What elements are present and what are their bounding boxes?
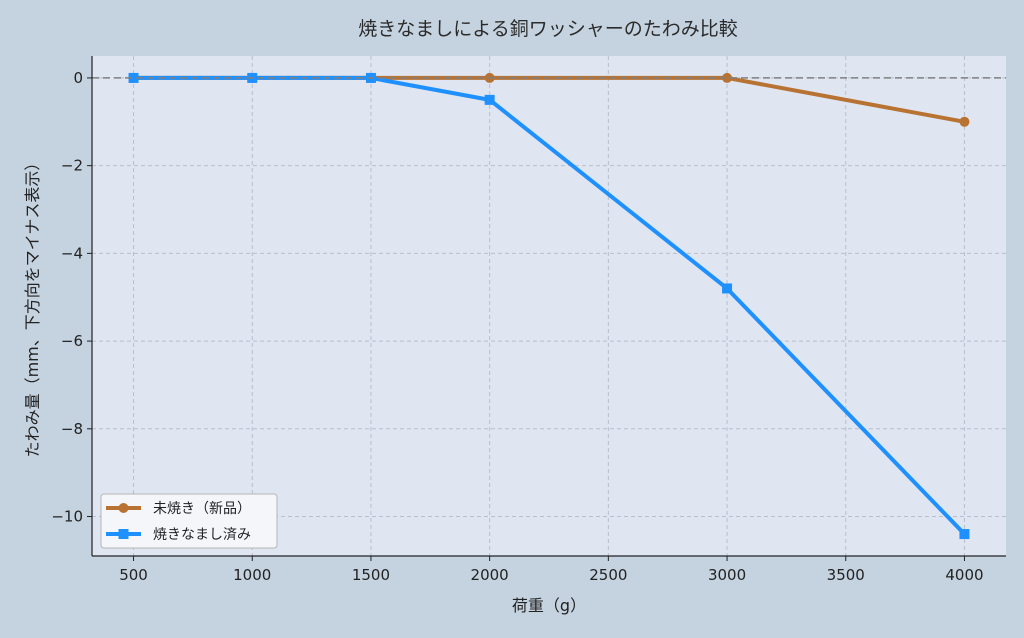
y-tick-label: −8 xyxy=(61,420,83,438)
x-tick-label: 500 xyxy=(119,566,148,584)
legend-label: 焼きなまし済み xyxy=(153,527,251,543)
plot-area xyxy=(92,56,1006,556)
x-tick-label: 1500 xyxy=(352,566,390,584)
legend-marker-square-icon xyxy=(118,529,129,539)
legend-item: 焼きなまし済み xyxy=(106,527,251,543)
legend-label: 未焼き（新品） xyxy=(153,501,251,517)
legend-marker-circle-icon xyxy=(118,503,129,513)
chart-title: 焼きなましによる銅ワッシャーのたわみ比較 xyxy=(358,18,737,40)
x-tick-label: 2500 xyxy=(589,566,627,584)
data-point-square xyxy=(484,94,495,105)
x-tick-label: 3500 xyxy=(827,566,865,584)
y-tick-label: −6 xyxy=(61,332,83,350)
grid-lines xyxy=(92,56,1006,556)
x-axis-ticks: 500 1000 1500 2000 2500 3000 3500 4000 xyxy=(119,556,984,584)
x-tick-label: 1000 xyxy=(233,566,271,584)
data-point-circle xyxy=(722,72,733,83)
data-point-square xyxy=(959,529,970,540)
y-tick-label: −4 xyxy=(61,244,83,262)
x-axis-label: 荷重（g） xyxy=(512,596,586,615)
data-point-square xyxy=(722,283,733,294)
x-tick-label: 3000 xyxy=(708,566,746,584)
data-point-square xyxy=(128,72,139,83)
x-tick-label: 4000 xyxy=(945,566,983,584)
x-tick-label: 2000 xyxy=(471,566,509,584)
legend-item: 未焼き（新品） xyxy=(106,501,251,517)
legend: 未焼き（新品） 焼きなまし済み xyxy=(100,493,278,549)
y-axis-ticks: 0 −2 −4 −6 −8 −10 xyxy=(51,69,92,526)
y-tick-label: −10 xyxy=(51,508,83,526)
y-axis-label: たわみ量（mm、下方向をマイナス表示） xyxy=(23,155,42,458)
legend-box xyxy=(100,493,278,549)
y-tick-label: 0 xyxy=(73,69,83,87)
data-point-circle xyxy=(959,116,970,127)
y-tick-label: −2 xyxy=(61,157,83,175)
